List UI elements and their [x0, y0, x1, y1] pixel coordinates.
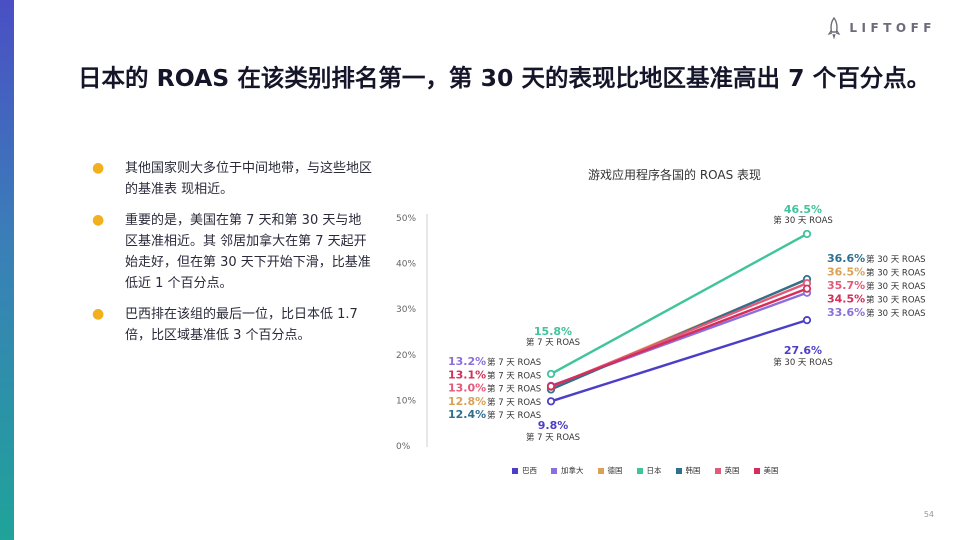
- legend-item: 日本: [636, 465, 662, 476]
- legend-swatch: [636, 467, 643, 474]
- brand-name: LIFTOFF: [849, 21, 936, 35]
- data-label: 46.5%: [784, 203, 822, 216]
- series-line: [550, 232, 808, 376]
- data-label: 34.5%: [827, 293, 865, 306]
- data-label-suffix: 第 30 天 ROAS: [773, 357, 833, 368]
- page-number: 54: [923, 510, 934, 519]
- legend-label: 日本: [646, 466, 662, 475]
- data-label-suffix: 第 7 天 ROAS: [526, 432, 580, 443]
- data-label-suffix: 第 30 天 ROAS: [773, 215, 833, 226]
- brand-logo: LIFTOFF: [827, 17, 936, 39]
- y-tick-label: 40%: [396, 260, 416, 270]
- data-label: 15.8%: [534, 325, 572, 338]
- legend-item: 巴西: [512, 465, 537, 476]
- bullet-dot-icon: ●: [92, 160, 105, 176]
- legend-swatch: [753, 467, 760, 474]
- bullet-item: ● 其他国家则大多位于中间地带，与这些地区的基准表 现相近。: [92, 160, 373, 197]
- data-label-suffix: 第 7 天 ROAS: [487, 397, 541, 408]
- y-tick-label: 10%: [396, 396, 416, 406]
- legend-swatch: [551, 467, 557, 474]
- legend-label: 美国: [763, 466, 779, 475]
- legend-swatch: [714, 467, 721, 474]
- data-label-suffix: 第 30 天 ROAS: [866, 268, 926, 279]
- data-label: 27.6%: [784, 344, 822, 357]
- legend-item: 德国: [597, 465, 623, 476]
- chart-legend: 巴西 加拿大 德国 日本 韩国 英国 美国: [512, 465, 779, 476]
- legend-label: 韩国: [685, 466, 701, 475]
- y-tick-label: 30%: [396, 305, 416, 315]
- legend-item: 加拿大: [551, 465, 584, 476]
- legend-label: 德国: [607, 466, 623, 475]
- data-label-suffix: 第 7 天 ROAS: [487, 410, 541, 421]
- y-tick-label: 20%: [396, 351, 416, 361]
- chart-title: 游戏应用程序各国的 ROAS 表现: [588, 168, 762, 182]
- legend-swatch: [597, 467, 604, 474]
- series-line: [550, 319, 808, 403]
- data-label: 9.8%: [538, 419, 569, 432]
- data-label-suffix: 第 7 天 ROAS: [487, 357, 541, 368]
- legend-label: 巴西: [522, 466, 537, 475]
- data-point: [802, 316, 812, 325]
- data-point: [802, 284, 812, 293]
- legend-swatch: [512, 467, 518, 474]
- data-label: 13.0%: [448, 382, 486, 395]
- series-line: [550, 287, 808, 388]
- data-label: 33.6%: [827, 306, 865, 319]
- data-label-suffix: 第 30 天 ROAS: [866, 308, 926, 319]
- data-label-suffix: 第 30 天 ROAS: [866, 254, 926, 265]
- accent-bar: [0, 0, 14, 540]
- data-label-suffix: 第 7 天 ROAS: [487, 370, 541, 381]
- legend-item: 美国: [753, 465, 779, 476]
- data-label: 36.6%: [827, 252, 865, 265]
- legend-item: 韩国: [675, 465, 701, 476]
- legend-label: 加拿大: [561, 466, 584, 475]
- rocket-icon: [828, 17, 841, 39]
- data-label: 13.1%: [448, 368, 486, 381]
- data-point: [546, 369, 556, 379]
- legend-swatch: [675, 467, 682, 474]
- legend-label: 英国: [724, 466, 740, 475]
- y-tick-label: 0%: [396, 442, 411, 452]
- bullet-list: ● 其他国家则大多位于中间地带，与这些地区的基准表 现相近。 ● 重要的是，美国在第…: [92, 158, 372, 356]
- data-label-suffix: 第 7 天 ROAS: [487, 384, 541, 395]
- data-label: 13.2%: [448, 355, 486, 368]
- data-label: 12.4%: [448, 408, 486, 421]
- data-label: 35.7%: [827, 279, 865, 292]
- y-tick-label: 50%: [396, 214, 416, 224]
- bullet-item: ● 重要的是，美国在第 7 天和第 30 天与地区基准相近。其 邻居加拿大在第 7…: [92, 212, 371, 291]
- data-point: [546, 382, 556, 391]
- data-label-suffix: 第 30 天 ROAS: [866, 295, 926, 306]
- legend-item: 英国: [714, 465, 740, 476]
- data-label: 36.5%: [827, 266, 865, 279]
- data-point: [802, 229, 812, 239]
- data-label-suffix: 第 30 天 ROAS: [866, 281, 926, 292]
- data-label-suffix: 第 7 天 ROAS: [526, 337, 580, 348]
- bullet-dot-icon: ●: [92, 306, 105, 322]
- bullet-dot-icon: ●: [92, 212, 105, 228]
- bullet-item: ● 巴西排在该组的最后一位，比日本低 1.7 倍，比区域基准低 3 个百分点。: [92, 306, 358, 343]
- data-point: [546, 397, 556, 406]
- slide-title: 日本的 ROAS 在该类别排名第一，第 30 天的表现比地区基准高出 7 个百分…: [78, 64, 931, 92]
- data-label: 12.8%: [448, 395, 486, 408]
